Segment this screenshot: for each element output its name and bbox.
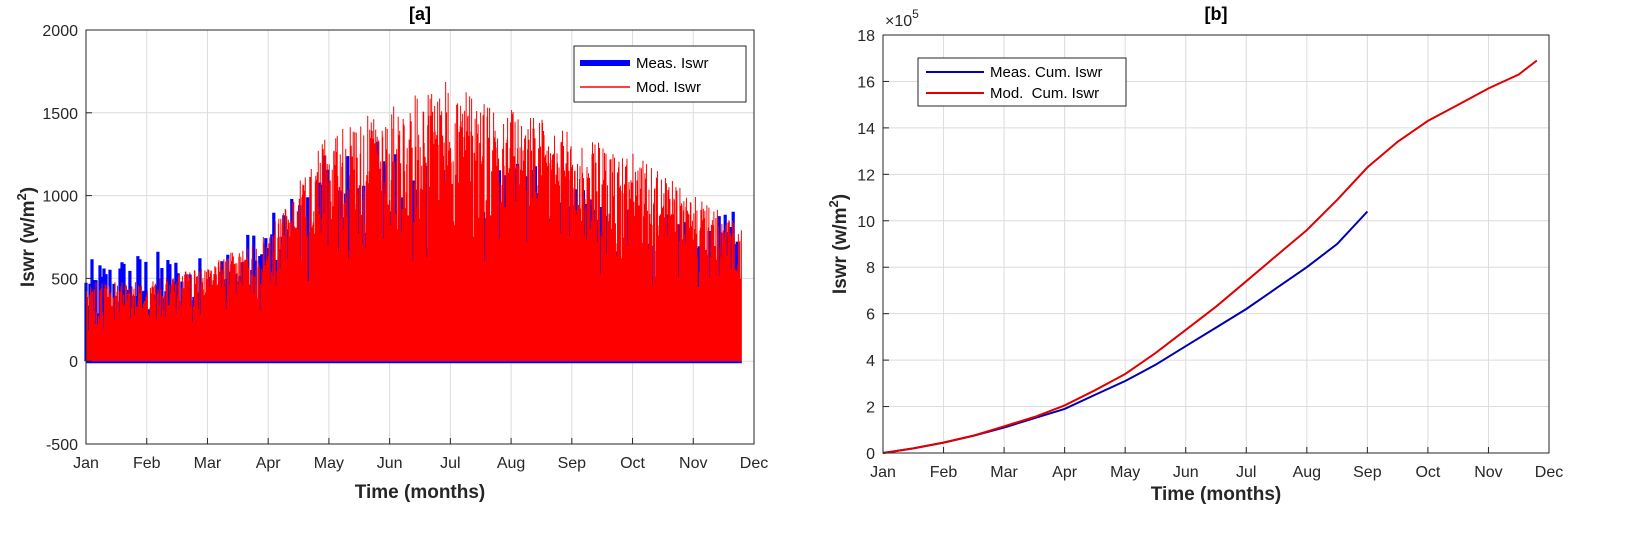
- panel-b-exponent-label: ×105: [885, 7, 919, 30]
- x-tick-label: Feb: [930, 464, 958, 481]
- panel-b-x-axis-label: Time (months): [1151, 484, 1282, 505]
- y-tick-label: 14: [857, 121, 875, 138]
- x-tick-label: Sep: [1353, 464, 1382, 481]
- x-tick-label: May: [314, 455, 344, 472]
- x-tick-label: Oct: [620, 455, 645, 472]
- x-tick-label: Jun: [1173, 464, 1199, 481]
- x-tick-label: Sep: [558, 455, 587, 472]
- x-tick-label: Jul: [1236, 464, 1256, 481]
- x-tick-label: Nov: [679, 455, 707, 472]
- y-tick-label: 0: [866, 446, 875, 463]
- x-tick-label: Mar: [990, 464, 1018, 481]
- x-tick-label: Jan: [870, 464, 896, 481]
- y-tick-label: 1500: [42, 106, 78, 123]
- panel-a-x-axis-label: Time (months): [355, 482, 486, 503]
- x-tick-label: Aug: [1293, 464, 1321, 481]
- x-tick-label: Oct: [1415, 464, 1440, 481]
- panel-a-legend: Meas. Iswr Mod. Iswr: [573, 45, 747, 103]
- y-tick-label: 2: [866, 400, 875, 417]
- legend-label-mod-cum-iswr: Mod. Cum. Iswr: [990, 85, 1099, 102]
- panel-a-title: [a]: [409, 4, 431, 24]
- panel-a: Jan Feb Mar Apr May Jun Jul Aug Sep Oct Nov Dec -500…: [0, 0, 768, 535]
- y-tick-label: 6: [866, 307, 875, 324]
- x-tick-label: Aug: [497, 455, 525, 472]
- x-tick-label: Nov: [1474, 464, 1502, 481]
- panel-b-legend: Meas. Cum. Iswr Mod. Cum. Iswr: [917, 57, 1127, 107]
- x-tick-label: Mar: [194, 455, 222, 472]
- y-tick-label: 4: [866, 353, 875, 370]
- x-tick-label: Jul: [440, 455, 460, 472]
- panel-a-y-axis-label: Iswr (w/m2): [14, 187, 39, 287]
- y-tick-label: 500: [51, 271, 78, 288]
- legend-label-meas-iswr: Meas. Iswr: [636, 55, 709, 72]
- y-tick-label: 2000: [42, 23, 78, 40]
- panel-b-y-axis-label: Iswr (w/m2): [826, 194, 851, 294]
- x-tick-label: Jun: [377, 455, 403, 472]
- series-mod-cum-iswr: [882, 59, 1538, 454]
- y-tick-label: 0: [69, 354, 78, 371]
- y-tick-label: 16: [857, 74, 875, 91]
- x-tick-label: Dec: [740, 455, 768, 472]
- legend-label-mod-iswr: Mod. Iswr: [636, 79, 701, 96]
- x-tick-label: Apr: [1052, 464, 1078, 481]
- panel-b-title: [b]: [1205, 4, 1228, 24]
- x-tick-label: Jan: [73, 455, 99, 472]
- y-tick-label: 10: [857, 214, 875, 231]
- y-tick-label: 8: [866, 260, 875, 277]
- legend-label-meas-cum-iswr: Meas. Cum. Iswr: [990, 64, 1103, 81]
- x-tick-label: Dec: [1535, 464, 1563, 481]
- y-tick-label: 12: [857, 167, 875, 184]
- x-tick-label: May: [1110, 464, 1140, 481]
- x-tick-label: Apr: [256, 455, 282, 472]
- y-tick-label: 1000: [42, 189, 78, 206]
- x-tick-label: Feb: [133, 455, 161, 472]
- y-tick-label: 18: [857, 28, 875, 45]
- y-tick-label: -500: [46, 437, 78, 454]
- panel-b: Jan Feb Mar Apr May Jun Jul Aug Sep Oct Nov Dec 0 2 4 6…: [826, 4, 1563, 505]
